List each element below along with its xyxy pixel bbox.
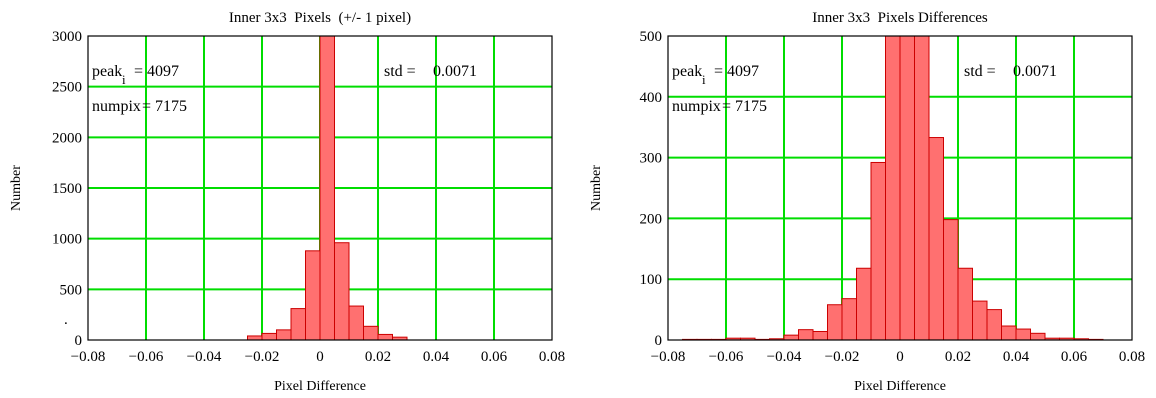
peak-subscript: i xyxy=(702,72,706,87)
peak-label: peak xyxy=(672,63,702,80)
peak-subscript: i xyxy=(122,72,126,87)
histogram-bar xyxy=(914,35,930,341)
x-tick-label: 0.02 xyxy=(365,349,391,365)
x-tick-label: 0.08 xyxy=(1119,349,1145,365)
x-tick-label: −0.08 xyxy=(71,349,106,365)
histogram-bar xyxy=(247,335,263,341)
histogram-bar xyxy=(276,329,292,341)
x-tick-label: 0.02 xyxy=(945,349,971,365)
y-tick-label: 2000 xyxy=(52,130,82,146)
std-value: 0.0071 xyxy=(1013,63,1057,80)
histogram-bar xyxy=(870,161,886,341)
peak-label: peak xyxy=(92,63,122,80)
y-tick-label: 100 xyxy=(640,272,663,288)
histogram-bar xyxy=(261,332,277,341)
x-tick-label: −0.04 xyxy=(767,349,802,365)
histogram-bar xyxy=(856,267,872,341)
numpix-label: numpix xyxy=(92,98,141,115)
x-tick-label: −0.02 xyxy=(245,349,280,365)
histogram-bar xyxy=(1015,328,1031,341)
numpix-value: = 7175 xyxy=(722,98,767,115)
x-tick-label: −0.02 xyxy=(825,349,860,365)
x-tick-label: 0.04 xyxy=(423,349,450,365)
chart-panel-1: Inner 3x3 Pixels (+/- 1 pixel) −0.08 −0.06… xyxy=(9,10,565,394)
y-tick-label: 0 xyxy=(655,333,663,349)
y-axis-label: Number xyxy=(9,165,24,211)
histogram-bar xyxy=(363,325,379,341)
chart-panel-2: Inner 3x3 Pixels Differences −0.08 −0.06 −0… xyxy=(589,10,1145,394)
y-tick-label: 300 xyxy=(640,151,663,167)
x-tick-label: 0.08 xyxy=(539,349,565,365)
histogram-bar xyxy=(1030,332,1046,341)
histogram-bar xyxy=(841,298,857,341)
histogram-bar xyxy=(377,333,393,341)
histogram-bar xyxy=(827,304,843,341)
x-tick-label: 0 xyxy=(896,349,904,365)
plot-frame xyxy=(667,35,1133,341)
std-label: std = xyxy=(384,63,420,80)
plot-frame xyxy=(87,35,553,341)
histogram-bar xyxy=(812,330,828,341)
numpix-label: numpix xyxy=(672,98,721,115)
x-tick-label: 0 xyxy=(316,349,324,365)
x-tick-label: −0.04 xyxy=(187,349,222,365)
histogram-bar xyxy=(1001,325,1017,341)
y-tick-label: 500 xyxy=(640,29,663,45)
x-axis-label: Pixel Difference xyxy=(854,379,946,394)
histogram-bar xyxy=(957,267,973,341)
x-tick-label: 0.04 xyxy=(1003,349,1030,365)
std-value: 0.0071 xyxy=(433,63,477,80)
y-tick-label: 1500 xyxy=(52,181,82,197)
histogram-bar xyxy=(348,305,364,341)
std-label: std = xyxy=(964,63,1000,80)
histogram-bar xyxy=(334,242,350,341)
y-tick-label: 500 xyxy=(60,282,83,298)
y-tick-label: 3000 xyxy=(52,29,82,45)
histogram-bar xyxy=(899,35,915,341)
chart-title: Inner 3x3 Pixels (+/- 1 pixel) xyxy=(229,10,411,26)
histogram-bar xyxy=(986,309,1002,341)
y-tick-label: 400 xyxy=(640,90,663,106)
x-tick-label: −0.06 xyxy=(129,349,164,365)
chart-title: Inner 3x3 Pixels Differences xyxy=(812,10,988,26)
histogram-bar xyxy=(885,35,901,341)
histogram-bar xyxy=(305,250,321,341)
x-tick-label: 0.06 xyxy=(1061,349,1088,365)
histogram-bar xyxy=(943,219,959,341)
y-tick-label: 2500 xyxy=(52,80,82,96)
y-tick-label: 200 xyxy=(640,211,663,227)
y-tick-label: 1000 xyxy=(52,232,82,248)
histogram-bar xyxy=(972,300,988,341)
peak-value: = 4097 xyxy=(714,63,759,80)
x-axis-label: Pixel Difference xyxy=(274,379,366,394)
y-tick-label: 0 xyxy=(75,333,83,349)
histogram-bar xyxy=(290,308,306,341)
histogram-bar xyxy=(928,137,944,341)
histogram-bar xyxy=(798,329,814,341)
histogram-bar xyxy=(319,35,335,341)
y-axis-label: Number xyxy=(589,165,604,211)
stray-mark: . xyxy=(64,312,68,328)
histogram-bar xyxy=(783,334,799,341)
numpix-value: = 7175 xyxy=(142,98,187,115)
peak-value: = 4097 xyxy=(134,63,179,80)
x-tick-label: −0.08 xyxy=(651,349,686,365)
x-tick-label: −0.06 xyxy=(709,349,744,365)
x-tick-label: 0.06 xyxy=(481,349,508,365)
